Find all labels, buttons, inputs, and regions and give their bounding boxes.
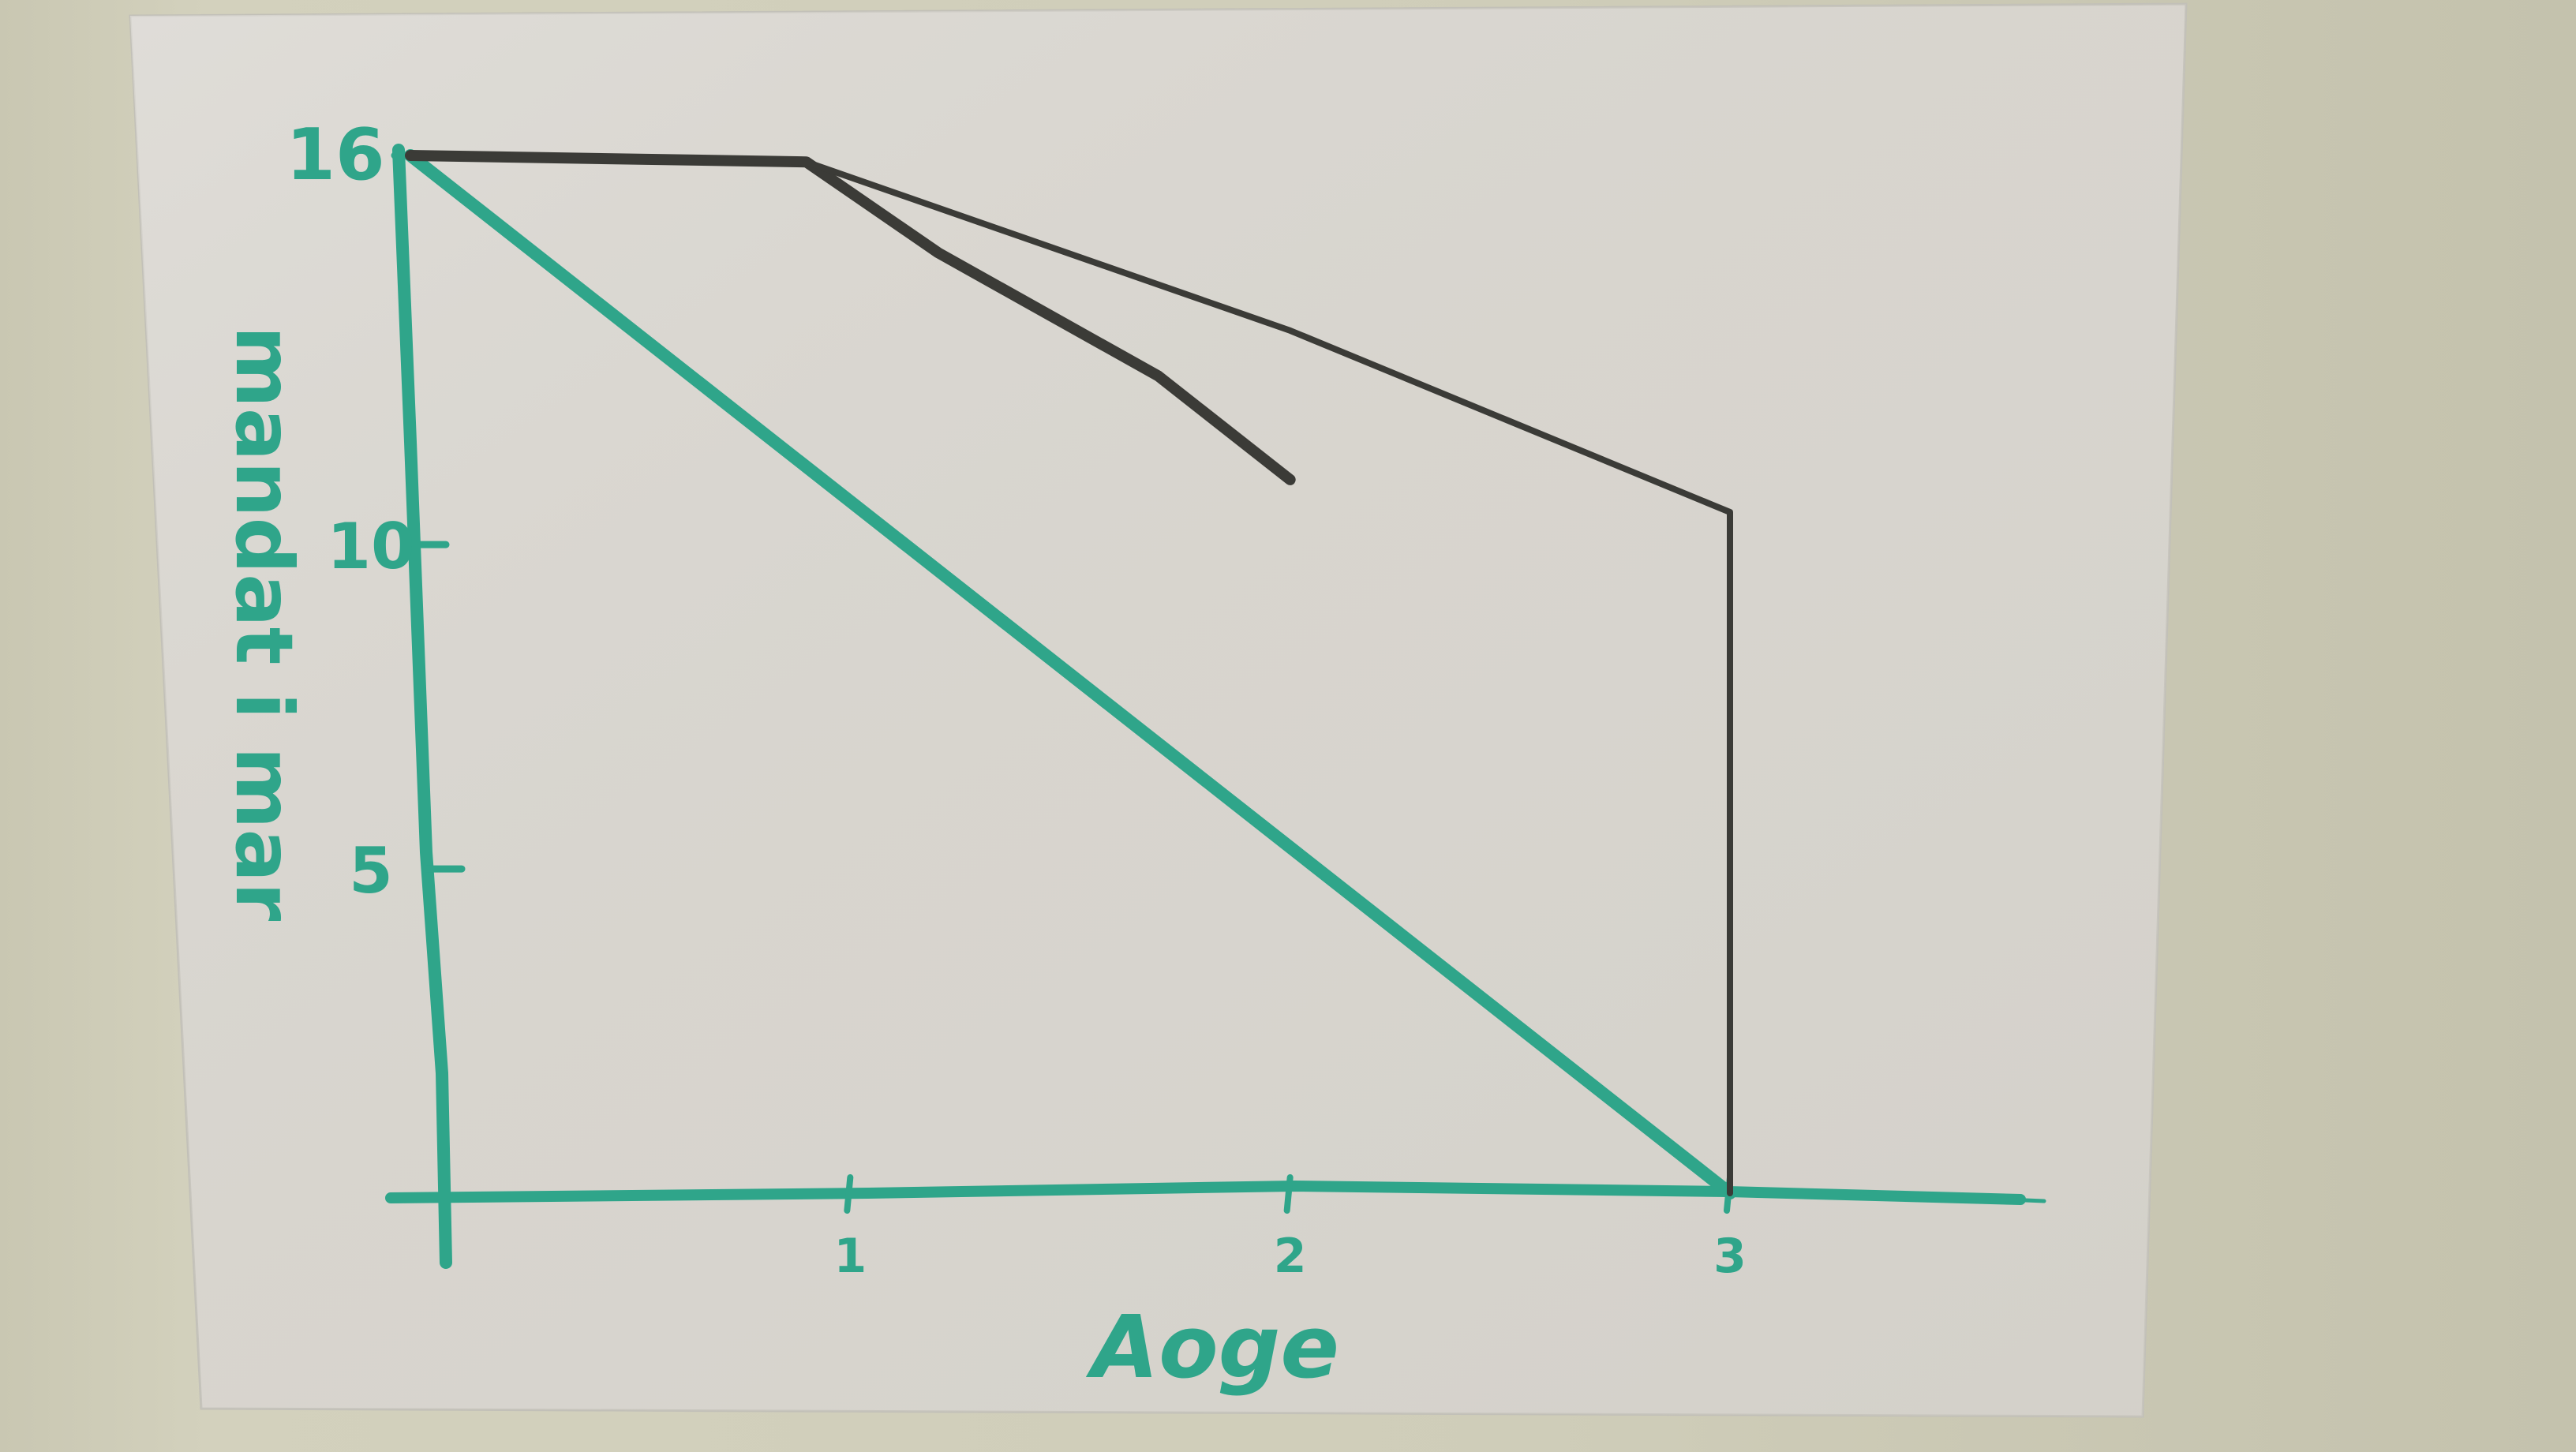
axes [385,144,2046,1269]
paper-highlight [130,4,2186,1416]
x-axis [385,1181,2026,1205]
x-axis-label: Aoge [1085,1297,1339,1398]
series-layer [404,149,1736,1199]
y-tick-label-1: 10 [327,510,414,583]
x-tick-label-0: 1 [833,1229,867,1284]
y-axis [392,144,452,1269]
x-tick-label-2: 3 [1713,1229,1747,1284]
x-axis-tail [1860,1191,2046,1203]
x-tick-label-1: 2 [1274,1229,1307,1284]
series-line-2 [407,152,1733,1196]
x-tick-0 [844,1174,854,1214]
y-tick-label-0: 5 [349,834,393,908]
y-tick-label-2: 16 [286,114,384,196]
x-tick-1 [1283,1174,1294,1214]
tick-labels: 1 2 3 5 10 16 [286,114,1747,1284]
y-axis-label: mandat i mar [218,326,310,922]
series-line-0 [404,149,1736,1199]
